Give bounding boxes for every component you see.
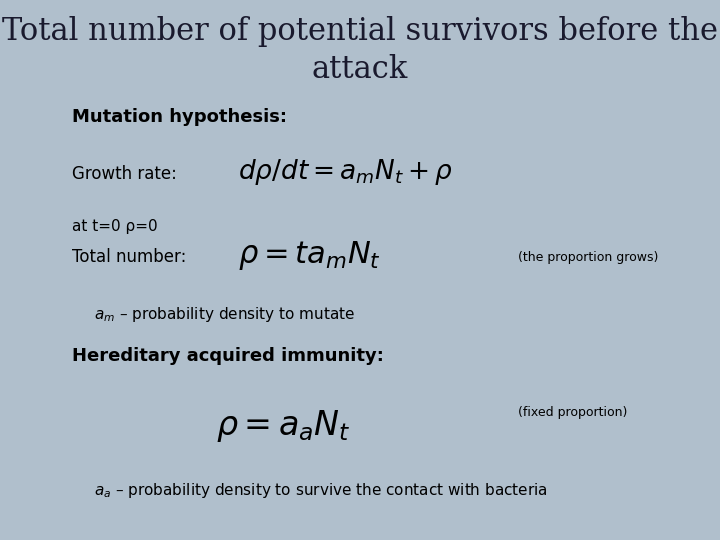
Text: $\rho = ta_m N_t$: $\rho = ta_m N_t$ <box>238 239 381 272</box>
Text: $d\rho / dt = a_m N_t + \rho$: $d\rho / dt = a_m N_t + \rho$ <box>238 157 453 187</box>
Text: $\rho = a_a N_t$: $\rho = a_a N_t$ <box>216 408 351 444</box>
Text: $a_m$ – probability density to mutate: $a_m$ – probability density to mutate <box>94 305 355 324</box>
Text: (the proportion grows): (the proportion grows) <box>518 251 659 264</box>
Text: $a_a$ – probability density to survive the contact with bacteria: $a_a$ – probability density to survive t… <box>94 481 547 500</box>
Text: Total number:: Total number: <box>72 248 186 266</box>
Text: Total number of potential survivors before the
attack: Total number of potential survivors befo… <box>2 16 718 85</box>
Text: Hereditary acquired immunity:: Hereditary acquired immunity: <box>72 347 384 364</box>
Text: (fixed proportion): (fixed proportion) <box>518 406 628 419</box>
Text: at t=0 ρ=0: at t=0 ρ=0 <box>72 219 158 234</box>
Text: Mutation hypothesis:: Mutation hypothesis: <box>72 108 287 126</box>
Text: Growth rate:: Growth rate: <box>72 165 177 183</box>
